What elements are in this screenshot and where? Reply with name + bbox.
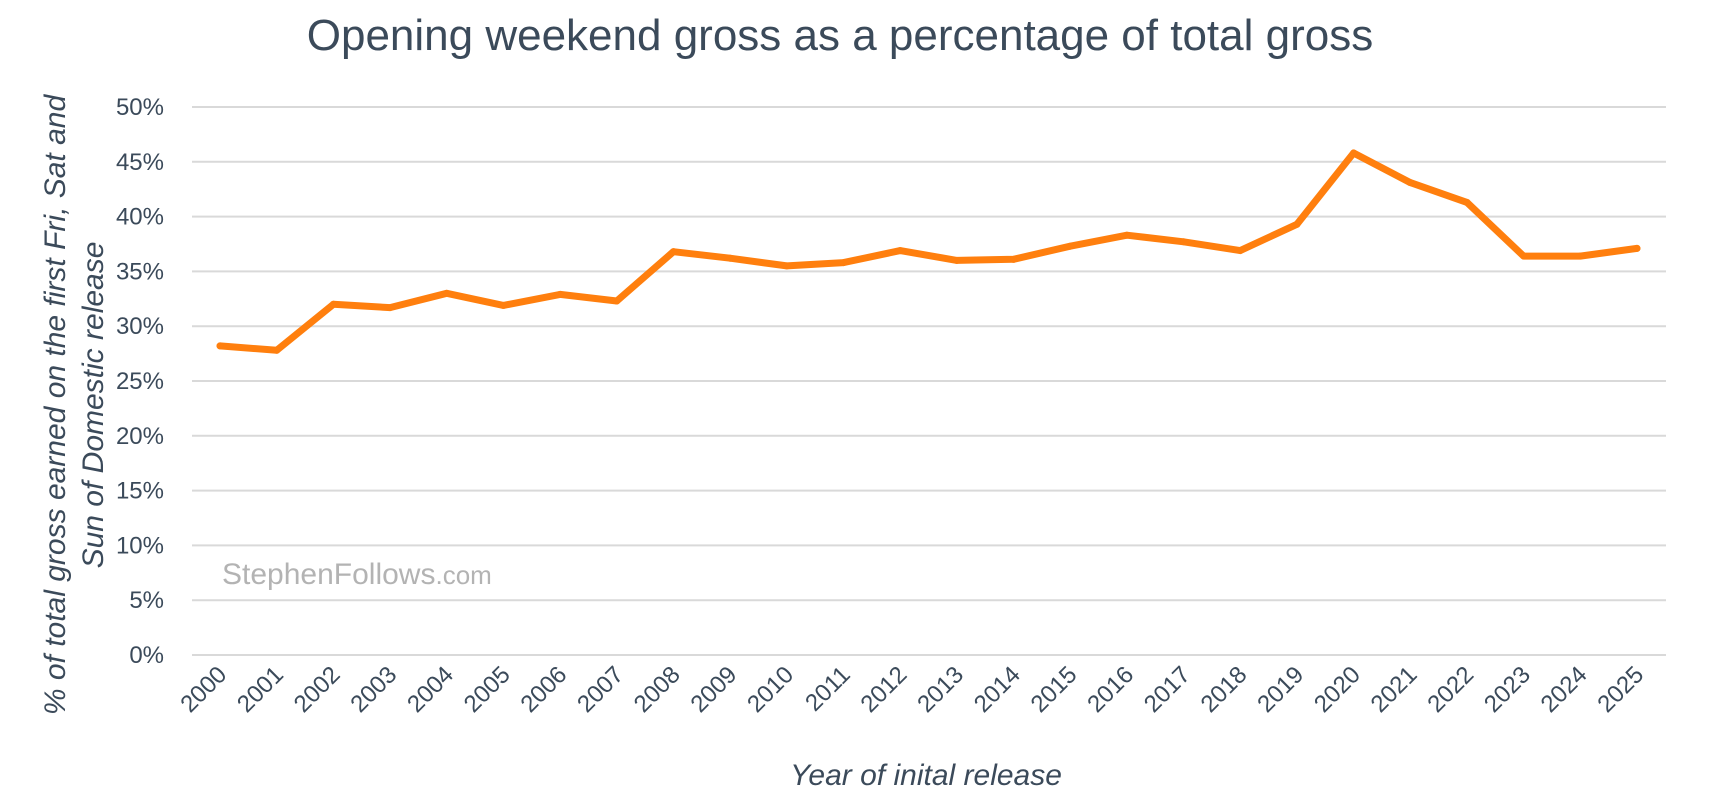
y-tick-label: 40% <box>116 204 164 231</box>
data-point <box>1576 252 1584 260</box>
y-axis-ticks: 0% 5% 10% 15% 20% 25% 30% 35% 40% 45% 50% <box>116 94 164 669</box>
chart-title: Opening weekend gross as a percentage of… <box>307 11 1373 60</box>
y-tick-label: 50% <box>116 94 164 121</box>
data-point <box>216 342 224 350</box>
data-point <box>726 254 734 262</box>
x-tick-label: 2023 <box>1479 661 1536 718</box>
y-tick-label: 15% <box>116 478 164 505</box>
x-tick-label: 2008 <box>629 661 686 718</box>
data-point <box>443 289 451 297</box>
x-tick-label: 2019 <box>1252 661 1309 718</box>
data-point <box>953 256 961 264</box>
data-point <box>386 304 394 312</box>
x-tick-label: 2004 <box>402 661 459 718</box>
data-point <box>613 297 621 305</box>
data-point <box>1350 149 1358 157</box>
data-point <box>556 290 564 298</box>
watermark-main: StephenFollows <box>222 558 435 591</box>
data-point <box>1293 220 1301 228</box>
data-point <box>273 346 281 354</box>
data-point <box>896 247 904 255</box>
y-tick-label: 35% <box>116 258 164 285</box>
x-tick-label: 2020 <box>1309 661 1366 718</box>
data-point <box>1406 179 1414 187</box>
x-axis-label: Year of inital release <box>790 759 1062 792</box>
x-tick-label: 2017 <box>1139 661 1196 718</box>
x-tick-label: 2005 <box>459 661 516 718</box>
x-tick-label: 2007 <box>572 661 629 718</box>
x-axis-ticks: 2000 2001 2002 2003 2004 2005 2006 2007 2008 2009… <box>175 661 1649 718</box>
x-tick-label: 2010 <box>742 661 799 718</box>
x-tick-label: 2024 <box>1536 661 1593 718</box>
data-point <box>1236 247 1244 255</box>
y-tick-label: 45% <box>116 149 164 176</box>
x-tick-label: 2013 <box>912 661 969 718</box>
data-point <box>1010 255 1018 263</box>
x-tick-label: 2009 <box>686 661 743 718</box>
data-point <box>783 262 791 270</box>
x-tick-label: 2012 <box>856 661 913 718</box>
watermark: StephenFollows.com <box>222 558 492 591</box>
gridlines <box>192 106 1666 656</box>
y-tick-label: 0% <box>129 642 164 669</box>
data-point <box>499 301 507 309</box>
y-tick-label: 25% <box>116 368 164 395</box>
x-tick-label: 2015 <box>1026 661 1083 718</box>
y-tick-label: 10% <box>116 532 164 559</box>
x-tick-label: 2002 <box>289 661 346 718</box>
data-point <box>1123 231 1131 239</box>
watermark-sub: .com <box>435 560 491 590</box>
x-tick-label: 2011 <box>800 661 856 717</box>
x-tick-label: 2000 <box>175 661 232 718</box>
x-tick-label: 2025 <box>1592 661 1649 718</box>
data-point <box>1633 244 1641 252</box>
x-tick-label: 2014 <box>969 661 1026 718</box>
data-points <box>216 149 1641 354</box>
y-axis-label-line-2: Sun of Domestic release <box>77 242 110 569</box>
x-tick-label: 2001 <box>232 661 289 718</box>
data-point <box>1066 242 1074 250</box>
y-axis-label-line-1: % of total gross earned on the first Fri… <box>39 94 72 716</box>
y-tick-label: 20% <box>116 423 164 450</box>
y-tick-label: 30% <box>116 313 164 340</box>
data-point <box>669 248 677 256</box>
y-tick-label: 5% <box>129 587 164 614</box>
x-tick-label: 2016 <box>1082 661 1139 718</box>
series-line <box>216 149 1641 354</box>
data-point <box>1463 198 1471 206</box>
data-point <box>839 259 847 267</box>
x-tick-label: 2006 <box>515 661 572 718</box>
x-tick-label: 2003 <box>345 661 402 718</box>
data-point <box>1520 252 1528 260</box>
y-axis-label: % of total gross earned on the first Fri… <box>39 94 110 716</box>
data-point <box>1180 238 1188 246</box>
x-tick-label: 2022 <box>1422 661 1479 718</box>
x-tick-label: 2018 <box>1196 661 1253 718</box>
x-tick-label: 2021 <box>1366 661 1423 718</box>
data-point <box>329 300 337 308</box>
